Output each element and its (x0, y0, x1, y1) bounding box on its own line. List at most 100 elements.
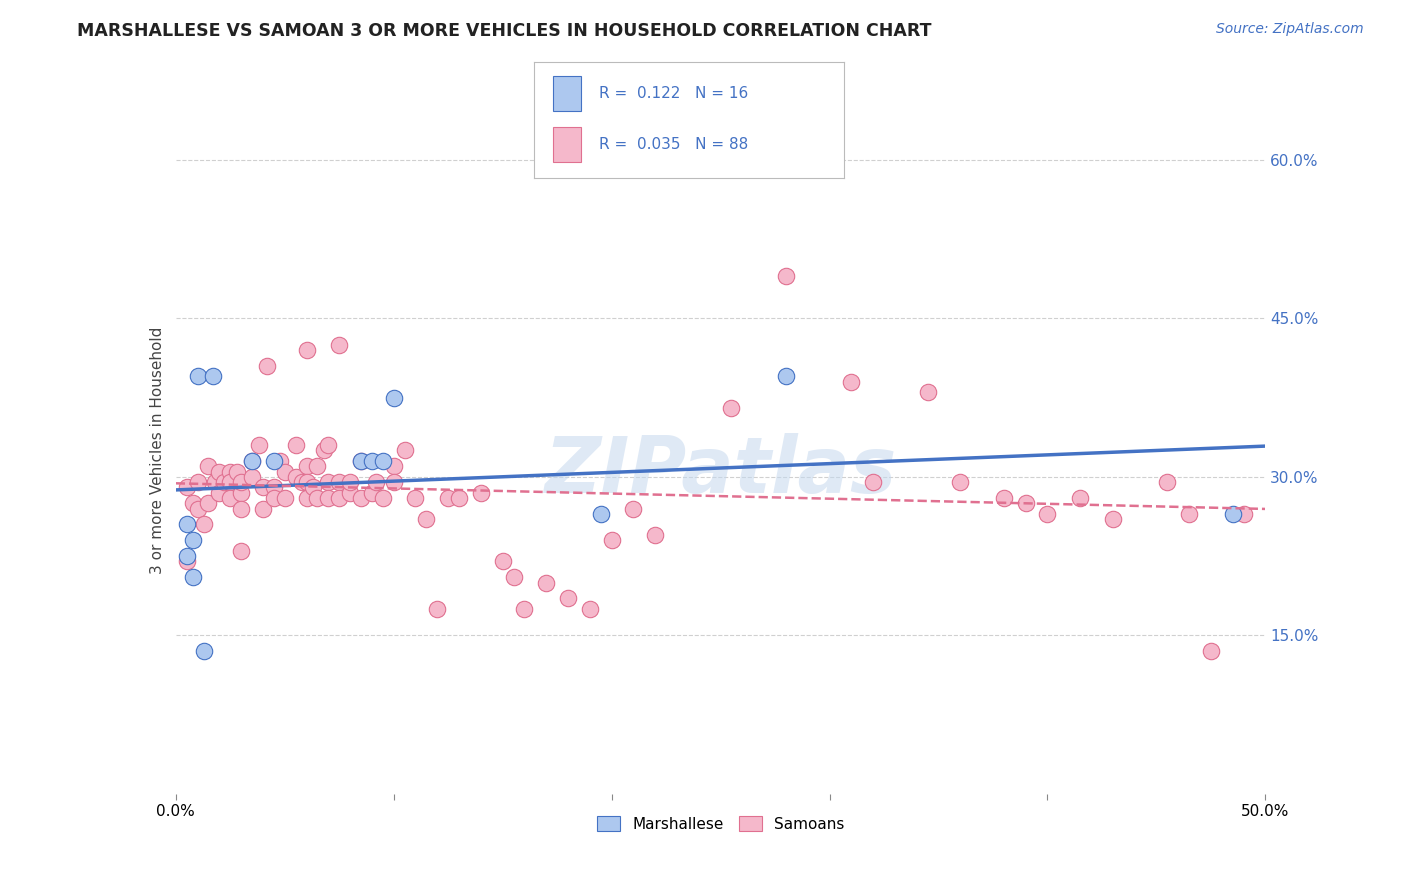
Point (307, 491, 329, 505)
Point (263, 491, 285, 505)
Point (318, 438, 340, 452)
Point (176, 480, 198, 494)
Point (557, 591, 579, 606)
Point (295, 475, 318, 490)
Point (350, 491, 373, 505)
Point (328, 475, 350, 490)
Point (993, 491, 1015, 505)
Text: R =  0.122   N = 16: R = 0.122 N = 16 (599, 87, 748, 102)
Point (231, 501, 253, 516)
Point (775, 369, 797, 384)
Point (1015, 496, 1038, 510)
Point (231, 475, 253, 490)
Point (1222, 507, 1244, 521)
Point (339, 475, 361, 490)
Point (350, 454, 373, 468)
Point (318, 491, 340, 505)
Point (291, 475, 314, 490)
Point (225, 465, 247, 479)
Point (208, 465, 231, 479)
Point (247, 438, 270, 452)
Point (366, 475, 388, 490)
Point (219, 465, 242, 479)
Point (394, 443, 416, 458)
Point (181, 496, 204, 510)
Point (197, 496, 219, 510)
Point (360, 485, 382, 500)
Point (1178, 507, 1201, 521)
Point (269, 454, 291, 468)
Text: MARSHALLESE VS SAMOAN 3 OR MORE VEHICLES IN HOUSEHOLD CORRELATION CHART: MARSHALLESE VS SAMOAN 3 OR MORE VEHICLES… (77, 22, 932, 40)
Point (328, 338, 350, 352)
Point (1232, 507, 1256, 521)
Point (263, 454, 285, 468)
Point (513, 602, 536, 616)
Point (263, 480, 285, 494)
Point (1199, 644, 1222, 658)
Point (201, 369, 224, 384)
Point (193, 644, 215, 658)
Point (589, 507, 612, 521)
Point (186, 369, 209, 384)
Point (775, 269, 797, 284)
Point (312, 443, 335, 458)
Point (240, 470, 263, 484)
Point (284, 470, 307, 484)
Point (720, 401, 742, 416)
Y-axis label: 3 or more Vehicles in Household: 3 or more Vehicles in Household (149, 326, 165, 574)
Point (600, 533, 623, 548)
Point (382, 459, 405, 474)
Text: ZIPatlas: ZIPatlas (544, 433, 897, 509)
Point (1069, 491, 1091, 505)
Point (197, 459, 219, 474)
Point (295, 459, 318, 474)
Point (339, 485, 361, 500)
Point (1156, 475, 1178, 490)
Point (181, 533, 204, 548)
Point (212, 475, 235, 490)
Point (382, 391, 405, 405)
Bar (553, 128, 581, 162)
Point (841, 375, 863, 389)
Point (295, 343, 318, 357)
Point (219, 491, 242, 505)
Point (318, 475, 340, 490)
Point (252, 501, 274, 516)
Point (644, 528, 666, 542)
Point (405, 491, 427, 505)
Point (579, 602, 602, 616)
Point (949, 475, 972, 490)
Text: Source: ZipAtlas.com: Source: ZipAtlas.com (1216, 22, 1364, 37)
Point (328, 491, 350, 505)
Point (193, 517, 215, 532)
Point (415, 512, 437, 526)
Point (274, 465, 297, 479)
Point (240, 454, 263, 468)
Point (302, 480, 325, 494)
Point (371, 491, 394, 505)
Point (470, 485, 492, 500)
Point (256, 359, 278, 373)
Point (231, 485, 253, 500)
Point (917, 385, 939, 400)
Point (382, 475, 405, 490)
Point (447, 491, 470, 505)
Point (186, 475, 209, 490)
Point (186, 501, 209, 516)
Point (360, 454, 382, 468)
Point (181, 570, 204, 584)
Point (492, 554, 515, 568)
Point (371, 454, 394, 468)
Point (284, 438, 307, 452)
Point (208, 485, 231, 500)
Point (176, 549, 198, 563)
Point (274, 491, 297, 505)
Point (502, 570, 524, 584)
Point (240, 454, 263, 468)
Point (437, 491, 460, 505)
Bar (553, 77, 581, 112)
Point (231, 544, 253, 558)
Point (534, 575, 557, 590)
Point (350, 454, 373, 468)
Point (252, 480, 274, 494)
